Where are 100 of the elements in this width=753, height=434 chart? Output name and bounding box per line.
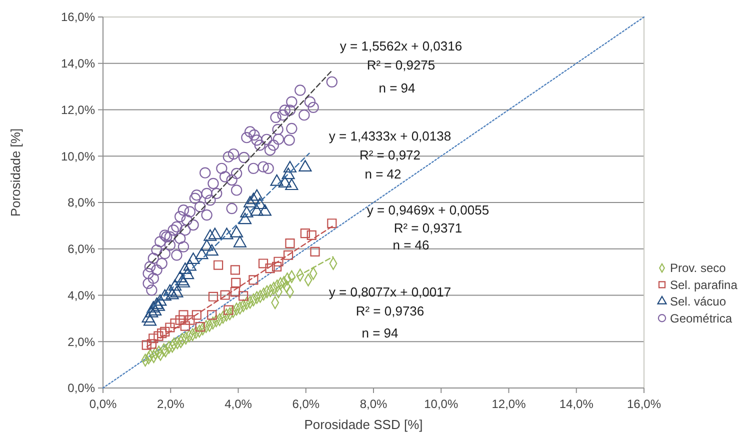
point — [285, 238, 295, 248]
point — [158, 289, 172, 301]
point — [186, 252, 200, 264]
point — [166, 288, 179, 300]
point — [157, 328, 167, 338]
point — [283, 160, 297, 172]
point — [205, 244, 218, 256]
y-tick-label: 2,0% — [68, 334, 96, 349]
annotation: n = 42 — [364, 166, 402, 182]
y-tick-label: 14,0% — [60, 56, 96, 71]
legend-label: Geométrica — [670, 311, 732, 326]
x-tick-label: 4,0% — [224, 397, 252, 411]
point — [160, 326, 170, 336]
annotation: n = 94 — [378, 80, 416, 96]
point — [208, 292, 218, 302]
point — [170, 318, 180, 328]
point — [278, 176, 292, 188]
point — [195, 248, 208, 260]
point — [230, 265, 240, 275]
point — [272, 262, 282, 272]
point — [265, 264, 275, 274]
x-tick-label: 8,0% — [360, 397, 388, 411]
annotation: R² = 0,972 — [359, 148, 421, 163]
point — [148, 304, 162, 316]
point — [285, 178, 298, 190]
point — [178, 262, 192, 274]
annotation: y = 0,9469x + 0,0055 — [366, 202, 490, 218]
annotation: n = 94 — [362, 326, 398, 341]
point — [238, 212, 252, 224]
point — [183, 259, 196, 271]
x-tick-label: 2,0% — [156, 397, 185, 411]
point — [168, 279, 182, 291]
point — [181, 268, 194, 280]
point — [233, 236, 246, 248]
x-tick-label: 12,0% — [492, 397, 526, 411]
point — [163, 284, 176, 296]
point — [208, 228, 222, 240]
point — [142, 340, 152, 350]
y-tick-label: 16,0% — [60, 10, 96, 24]
x-tick-label: 10,0% — [424, 397, 458, 411]
x-tick-label: 6,0% — [292, 397, 320, 411]
y-tick-label: 6,0% — [68, 242, 96, 256]
point — [310, 246, 320, 256]
point — [146, 339, 156, 349]
point — [274, 256, 284, 266]
point — [250, 189, 264, 201]
annotation: R² = 0,9371 — [394, 220, 462, 236]
point — [306, 230, 316, 240]
annotation: n = 46 — [392, 238, 430, 253]
point — [270, 174, 284, 186]
annotation: y = 1,4333x + 0,0138 — [328, 128, 452, 144]
y-tick-label: 12,0% — [60, 102, 96, 117]
point — [195, 322, 205, 332]
point — [148, 334, 158, 344]
x-tick-label: 0,0% — [89, 397, 117, 411]
point — [284, 250, 294, 260]
point — [175, 315, 185, 325]
y-axis-title: Porosidade [%] — [8, 128, 23, 217]
legend-label: Prov. seco — [670, 261, 726, 276]
point — [200, 239, 214, 251]
point — [204, 229, 217, 241]
point — [185, 315, 195, 325]
point — [298, 160, 312, 172]
point — [244, 196, 257, 208]
x-tick-label: 14,0% — [559, 397, 594, 411]
point — [174, 270, 187, 282]
point — [192, 310, 202, 320]
annotation: y = 0,8077x + 0,0017 — [328, 284, 452, 300]
point — [220, 290, 230, 300]
point — [258, 258, 268, 268]
point — [207, 310, 217, 320]
point — [250, 204, 264, 216]
point — [230, 286, 240, 297]
point — [253, 198, 266, 210]
point — [224, 305, 234, 315]
point — [178, 310, 188, 320]
point — [231, 278, 241, 288]
y-tick-label: 10,0% — [60, 149, 96, 164]
annotation: R² = 0,9275 — [366, 58, 436, 73]
annotation: y = 1,5562x + 0,0316 — [340, 38, 462, 54]
x-tick-label: 16,0% — [626, 397, 662, 411]
legend-label: Sel. parafina — [670, 278, 738, 292]
point — [220, 228, 234, 240]
point — [154, 331, 164, 341]
point — [240, 206, 254, 218]
point — [327, 218, 337, 228]
point — [230, 226, 244, 238]
legend-label: Sel. vácuo — [670, 294, 726, 309]
y-tick-label: 4,0% — [68, 288, 96, 302]
point — [300, 228, 310, 238]
point — [146, 301, 160, 312]
point — [248, 275, 258, 285]
annotation: R² = 0,9736 — [356, 304, 424, 319]
point — [170, 286, 184, 298]
point — [214, 260, 224, 270]
point — [258, 204, 272, 216]
point — [238, 291, 248, 301]
point — [180, 321, 190, 331]
point — [165, 322, 175, 332]
y-tick-label: 8,0% — [68, 196, 96, 210]
